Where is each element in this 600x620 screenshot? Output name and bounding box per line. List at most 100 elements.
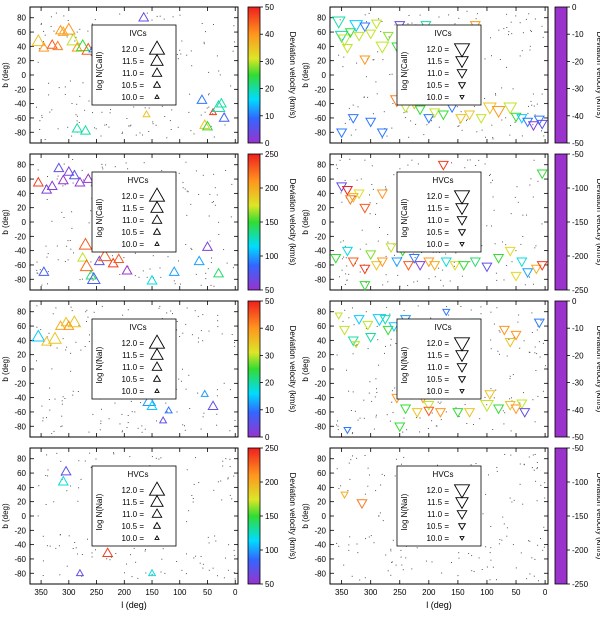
- sightline-dot: [55, 547, 57, 549]
- data-point: [536, 261, 548, 271]
- sightline-dot: [457, 575, 459, 577]
- x-tick-label: 0: [543, 588, 548, 597]
- data-point: [54, 320, 67, 330]
- sightline-dot: [46, 417, 47, 419]
- data-point: [71, 122, 83, 133]
- sightline-dot: [503, 28, 505, 30]
- sightline-dot: [391, 561, 393, 563]
- sightline-dot: [540, 538, 541, 539]
- sightline-dot: [513, 499, 515, 501]
- sightline-dot: [365, 311, 367, 313]
- data-point: [365, 332, 377, 343]
- sightline-dot: [182, 181, 184, 183]
- sightline-dot: [484, 58, 486, 60]
- sightline-dot: [489, 173, 491, 175]
- colorbar-tick-label: -40: [572, 112, 584, 121]
- y-axis-label: b (deg): [301, 503, 310, 529]
- data-point: [399, 404, 412, 415]
- sightline-dot: [100, 135, 102, 137]
- sightline-dot: [389, 74, 391, 75]
- data-point: [340, 491, 349, 500]
- sightline-dot: [520, 552, 522, 554]
- sightline-dot: [223, 577, 225, 579]
- sightline-dot: [490, 339, 492, 341]
- sightline-dot: [95, 549, 96, 551]
- sightline-dot: [531, 312, 533, 314]
- sightline-dot: [371, 184, 373, 185]
- legend-entry-label: 11.5 =: [427, 351, 449, 360]
- sightline-dot: [374, 396, 376, 398]
- data-point: [455, 114, 467, 124]
- sightline-dot: [57, 259, 59, 261]
- data-point: [341, 246, 354, 257]
- sightline-dot: [85, 311, 87, 313]
- sightline-dot: [344, 122, 346, 124]
- legend-title: IVCs: [129, 29, 146, 38]
- sightline-dot: [90, 185, 92, 187]
- legend-marker: [150, 347, 164, 360]
- sightline-dot: [364, 493, 366, 495]
- sightline-dot: [336, 354, 338, 356]
- sightline-dot: [536, 353, 538, 355]
- sightline-dot: [200, 330, 202, 332]
- colorbar-label: Deviation velocity (km/s): [288, 179, 297, 266]
- sightline-dot: [538, 341, 540, 343]
- sightline-dot: [368, 536, 370, 538]
- sightline-dot: [416, 547, 418, 549]
- data-point: [491, 106, 506, 119]
- sightline-dot: [202, 563, 204, 565]
- sightline-dot: [510, 21, 512, 23]
- sightline-dot: [364, 159, 366, 161]
- sightline-dot: [445, 411, 447, 413]
- y-tick-label: -40: [14, 394, 26, 403]
- sightline-dot: [367, 485, 369, 487]
- data-point: [79, 258, 94, 272]
- data-point: [516, 114, 528, 124]
- data-point: [86, 271, 101, 285]
- sightline-dot: [124, 572, 125, 574]
- sightline-dot: [218, 221, 220, 223]
- colorbar: [247, 153, 261, 291]
- sightline-dot: [428, 278, 430, 280]
- sightline-dot: [41, 115, 43, 117]
- legend-marker: [453, 337, 471, 352]
- sightline-dot: [46, 256, 48, 258]
- panel-row2-right: 80 60 40 20 0 -20 -40 -60 -80 b (deg) HVCs log N(Ca…: [301, 150, 600, 295]
- y-tick-label: -60: [314, 114, 326, 123]
- sightline-dot: [208, 71, 210, 73]
- legend-marker: [152, 227, 162, 235]
- sightline-dot: [181, 40, 183, 42]
- sightline-dot: [470, 309, 472, 311]
- sightline-dot: [77, 500, 79, 502]
- sightline-dot: [36, 261, 38, 263]
- sightline-dot: [382, 59, 384, 61]
- sightline-dot: [170, 310, 172, 312]
- sightline-dot: [338, 54, 340, 56]
- sightline-dot: [485, 136, 486, 138]
- sightline-dot: [373, 59, 375, 61]
- sightline-dot: [127, 168, 129, 170]
- sightline-dot: [152, 123, 154, 125]
- data-point: [449, 261, 461, 271]
- sightline-dot: [193, 483, 195, 485]
- sightline-dot: [185, 323, 187, 325]
- sightline-dot: [94, 127, 95, 129]
- sightline-dot: [70, 306, 72, 308]
- sightline-dot: [375, 378, 377, 380]
- colorbar-tick-label: -200: [572, 546, 589, 555]
- sightline-dot: [523, 464, 525, 466]
- data-point: [437, 160, 449, 171]
- y-tick-label: -20: [314, 85, 326, 94]
- sightline-dot: [492, 137, 494, 139]
- data-point: [379, 315, 391, 325]
- y-tick-label: -80: [314, 569, 326, 578]
- sightline-dot: [451, 162, 452, 164]
- sightline-dot: [533, 159, 535, 161]
- sightline-dot: [352, 307, 353, 309]
- sightline-dot: [517, 201, 519, 203]
- sightline-dot: [213, 489, 215, 491]
- sightline-dot: [203, 43, 205, 45]
- y-tick-label: 0: [22, 218, 27, 227]
- sightline-dot: [430, 317, 432, 319]
- sightline-dot: [346, 279, 348, 281]
